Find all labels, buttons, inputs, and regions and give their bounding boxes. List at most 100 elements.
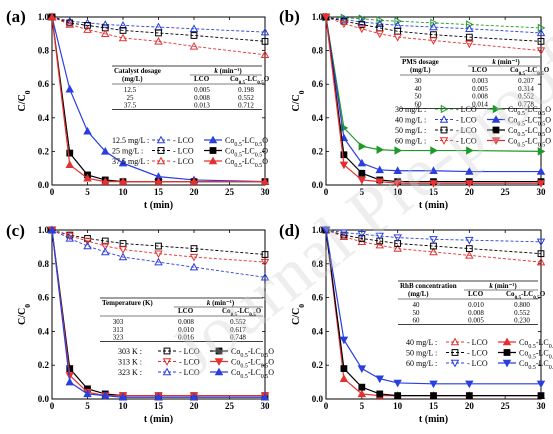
data-point — [357, 365, 367, 374]
table-col-co: Co0.5-LC0.5O — [222, 307, 262, 318]
data-point — [357, 176, 367, 185]
table-cell: 0.552 — [514, 309, 530, 317]
legend: 40 mg/L : - LCO Co0.5-LC0.5O 50 mg/L : - LCO… — [406, 337, 553, 371]
data-point — [429, 166, 438, 174]
x-tick-label: 5 — [85, 187, 90, 197]
legend-label: - LCO — [173, 147, 194, 156]
data-point — [154, 36, 163, 45]
table-cell: 0.003 — [472, 77, 488, 85]
data-point — [358, 235, 366, 242]
table-cell: 30 — [415, 77, 423, 85]
data-point — [358, 383, 366, 391]
data-point — [65, 232, 74, 241]
table-k-header: k (min⁻¹) — [214, 67, 242, 75]
data-point — [83, 25, 92, 33]
panel-label: (c) — [6, 221, 25, 240]
legend-label: Co0.5-LC0.5O — [519, 359, 553, 371]
data-point — [393, 234, 402, 243]
data-point — [536, 180, 546, 188]
data-point — [261, 37, 269, 45]
y-tick-label: 0.8 — [312, 46, 324, 56]
y-tick-label: 1.0 — [38, 12, 50, 22]
series-line — [51, 229, 265, 397]
legend-marker — [440, 104, 449, 114]
legend-label: 25 mg/L : — [112, 147, 143, 156]
data-point — [429, 22, 438, 31]
data-point — [101, 177, 110, 185]
data-point — [375, 30, 384, 39]
legend-label: 12.5 mg/L : — [112, 136, 149, 145]
table-cell: 0.008 — [472, 93, 488, 101]
data-point — [321, 226, 331, 235]
legend-label: Co0.5-LC0.5O — [225, 136, 268, 148]
data-point — [339, 229, 349, 237]
data-point — [118, 20, 128, 29]
data-point — [65, 160, 74, 169]
data-point — [83, 173, 92, 182]
data-point — [358, 21, 366, 28]
table-cell: 0.016 — [178, 334, 194, 342]
x-tick-label: 25 — [501, 401, 511, 411]
data-point — [537, 147, 546, 156]
table-cell: 0.010 — [468, 301, 484, 309]
data-point — [101, 29, 110, 38]
series-line — [325, 229, 542, 243]
y-tick-label: 0.0 — [312, 394, 324, 404]
watermark: Journal Pre-proof — [157, 26, 553, 390]
legend-marker — [208, 135, 218, 144]
series-1 — [322, 12, 546, 33]
data-point — [101, 247, 110, 256]
data-point — [260, 27, 270, 36]
data-point — [466, 146, 474, 155]
data-point — [430, 146, 438, 155]
table-col-lco: LCO — [194, 75, 210, 83]
x-tick-label: 15 — [154, 401, 164, 411]
y-tick-label: 0.2 — [38, 360, 50, 370]
y-tick-label: 1.0 — [312, 12, 324, 22]
legend: 12.5 mg/L : - LCO Co0.5-LC0.5O 25 mg/L : - L… — [112, 135, 268, 169]
data-point — [339, 161, 349, 170]
data-point — [340, 231, 348, 239]
legend-marker — [492, 104, 501, 114]
data-point — [429, 180, 438, 188]
data-point — [357, 231, 367, 239]
legend-label: - LCO — [467, 359, 488, 368]
y-tick-label: 0.4 — [38, 113, 50, 123]
legend-label: 313 K : — [118, 358, 142, 367]
legend-marker — [156, 135, 166, 144]
data-point — [339, 232, 349, 240]
legend-label: 60 mg/L : — [395, 137, 426, 146]
data-point — [465, 380, 474, 389]
data-point — [393, 379, 402, 388]
legend-label: 60 mg/L : — [406, 359, 437, 368]
table-k-header: k (min⁻¹) — [492, 58, 520, 66]
data-point — [101, 242, 110, 251]
x-tick-label: 0 — [324, 187, 329, 197]
data-point — [83, 241, 92, 250]
table-cell: 40 — [415, 85, 423, 93]
x-tick-label: 10 — [393, 401, 403, 411]
data-point — [321, 13, 331, 22]
data-point — [155, 242, 162, 250]
data-point — [47, 225, 57, 234]
data-point — [189, 253, 199, 262]
data-point — [536, 167, 546, 175]
data-point — [465, 33, 473, 41]
table-col-lco: LCO — [468, 290, 484, 298]
legend-label: Co0.5-LC0.5O — [508, 137, 551, 149]
table-col-lco: LCO — [472, 66, 488, 74]
x-tick-label: 5 — [85, 401, 90, 411]
data-point — [376, 145, 385, 154]
data-point — [536, 257, 546, 266]
data-point — [429, 247, 438, 256]
table-header: Catalyst dosage — [114, 67, 161, 75]
rate-table: Temperature (K) k (min⁻¹) LCO Co0.5-LC0.5O 3… — [100, 297, 263, 343]
panel-label: (d) — [279, 221, 300, 240]
series-line — [325, 229, 541, 385]
series-6 — [321, 226, 546, 389]
data-point — [339, 336, 349, 345]
x-tick-label: 0 — [50, 187, 55, 197]
legend-label: Co0.5-LC0.5O — [508, 126, 551, 138]
data-point — [465, 250, 474, 259]
